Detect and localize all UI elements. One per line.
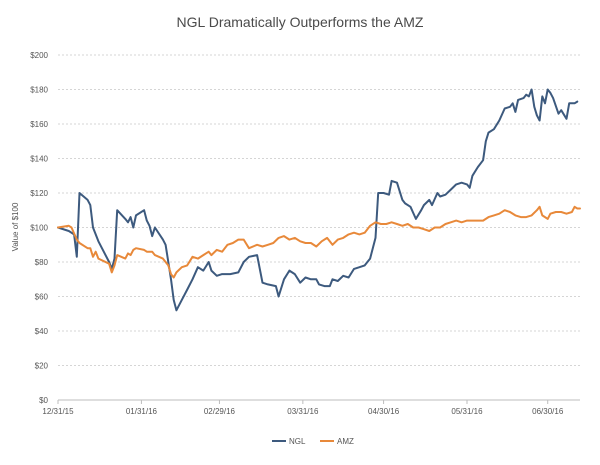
y-tick-label: $80: [35, 258, 49, 267]
y-tick-label: $0: [39, 396, 48, 405]
x-tick-label: 01/31/16: [126, 407, 158, 416]
y-tick-label: $100: [30, 224, 48, 233]
y-tick-label: $40: [35, 327, 49, 336]
y-tick-label: $180: [30, 86, 48, 95]
axis-layer: $0 $20 $40 $60 $80 $100 $120 $140 $160 $180 $200 12…: [30, 51, 580, 416]
y-tick-label: $20: [35, 362, 49, 371]
grid-layer: [58, 54, 580, 401]
y-tick-label: $140: [30, 155, 48, 164]
legend-label-ngl: NGL: [289, 437, 306, 446]
legend-label-amz: AMZ: [337, 437, 354, 446]
y-tick-label: $160: [30, 120, 48, 129]
y-axis-title: Value of $100: [11, 202, 20, 251]
series-line-amz: [57, 205, 581, 279]
x-tick-label: 04/30/16: [368, 407, 400, 416]
y-tick-label: $200: [30, 51, 48, 60]
x-tick-label: 06/30/16: [532, 407, 564, 416]
chart-title: NGL Dramatically Outperforms the AMZ: [176, 14, 424, 30]
legend: NGL AMZ: [272, 437, 354, 446]
x-tick-label: 12/31/15: [42, 407, 74, 416]
series-line-ngl: [57, 88, 579, 312]
x-tick-label: 02/29/16: [204, 407, 236, 416]
x-tick-label: 03/31/16: [287, 407, 319, 416]
series-layer: [57, 88, 581, 312]
y-tick-label: $120: [30, 189, 48, 198]
y-tick-label: $60: [35, 293, 49, 302]
x-tick-label: 05/31/16: [451, 407, 483, 416]
